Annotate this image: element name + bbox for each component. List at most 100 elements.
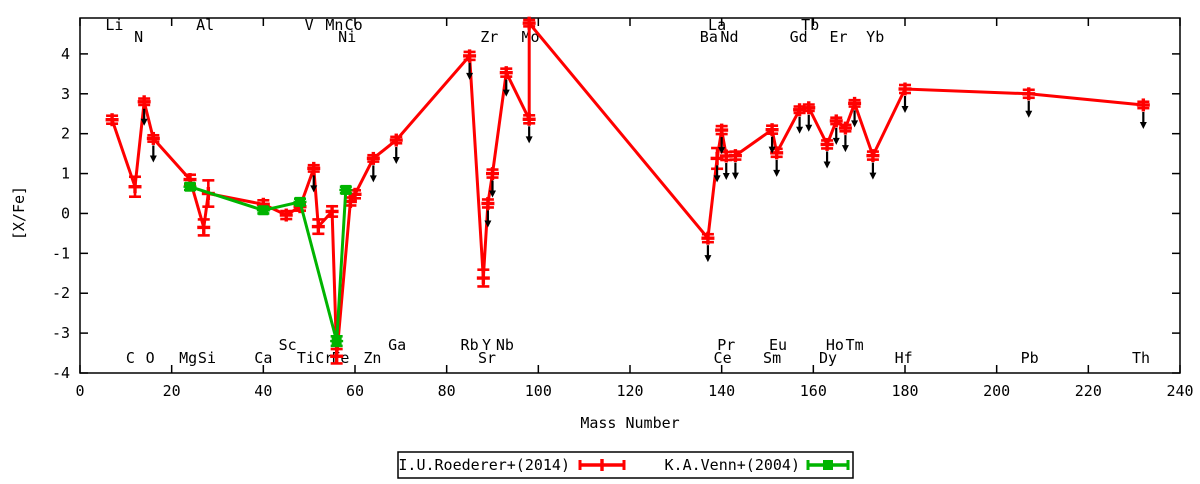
- upper-limit-arrow-head: [718, 147, 726, 155]
- element-label-o: O: [146, 349, 155, 367]
- upper-limit-arrow-head: [713, 175, 721, 183]
- element-label-cr: Cr: [315, 349, 333, 367]
- element-label-sc: Sc: [279, 336, 297, 354]
- upper-limit-arrow-head: [796, 126, 804, 134]
- element-label-mn: Mn: [325, 16, 343, 34]
- legend-sample-venn: [806, 460, 850, 470]
- upper-limit-arrow-head: [704, 255, 712, 263]
- upper-limit-arrow-head: [140, 118, 148, 126]
- x-tick-label: 140: [708, 382, 735, 400]
- y-tick-label: 4: [61, 45, 70, 63]
- upper-limit-arrow-head: [310, 185, 318, 193]
- upper-limit-arrow-head: [149, 155, 157, 163]
- element-label-er: Er: [830, 28, 848, 46]
- series-line: [110, 19, 1144, 357]
- data-series-venn: [183, 181, 353, 348]
- element-label-zr: Zr: [480, 28, 498, 46]
- element-label-sm: Sm: [763, 349, 781, 367]
- element-label-yb: Yb: [866, 28, 884, 46]
- y-axis-title: [X/Fe]: [10, 186, 28, 240]
- element-label-tb: Tb: [801, 16, 819, 34]
- x-axis-title: Mass Number: [580, 414, 679, 432]
- element-label-nd: Nd: [720, 28, 738, 46]
- element-label-nb: Nb: [496, 336, 514, 354]
- element-label-co: Co: [345, 16, 363, 34]
- x-tick-label: 220: [1075, 382, 1102, 400]
- legend-square-marker: [823, 460, 833, 470]
- upper-limit-arrow-head: [1025, 110, 1033, 118]
- x-tick-label: 60: [346, 382, 364, 400]
- element-label-li: Li: [105, 16, 123, 34]
- x-tick-label: 160: [800, 382, 827, 400]
- element-label-c: C: [126, 349, 135, 367]
- upper-limit-arrow-head: [901, 106, 909, 113]
- upper-limit-arrow-head: [392, 157, 400, 165]
- x-tick-label: 100: [525, 382, 552, 400]
- upper-limit-arrow-head: [869, 172, 877, 180]
- y-tick-label: -1: [52, 244, 70, 262]
- plot-border: [79, 17, 1181, 374]
- legend-sample-roederer: [578, 459, 626, 471]
- upper-limit-arrow-head: [768, 146, 776, 154]
- element-label-ce: Ce: [714, 349, 732, 367]
- x-tick-label: 40: [254, 382, 272, 400]
- element-label-gd: Gd: [790, 28, 808, 46]
- y-tick-label: 1: [61, 165, 70, 183]
- y-tick-label: 0: [61, 204, 70, 222]
- x-tick-label: 80: [438, 382, 456, 400]
- element-label-pr: Pr: [717, 336, 735, 354]
- upper-limit-arrow-head: [466, 72, 474, 80]
- upper-limit-arrow-head: [1139, 121, 1147, 129]
- legend: I.U.Roederer+(2014) K.A.Venn+(2004): [397, 451, 854, 479]
- element-label-ti: Ti: [297, 349, 315, 367]
- upper-limit-arrow-head: [851, 120, 859, 128]
- element-label-ba: Ba: [700, 28, 718, 46]
- element-label-sr: Sr: [478, 349, 496, 367]
- element-label-dy: Dy: [819, 349, 837, 367]
- element-label-si: Si: [198, 349, 216, 367]
- y-tick-label: -2: [52, 284, 70, 302]
- x-tick-label: 20: [163, 382, 181, 400]
- element-label-n: N: [134, 28, 143, 46]
- y-tick-label: 3: [61, 85, 70, 103]
- upper-limit-arrow-head: [841, 145, 849, 153]
- element-label-al: Al: [196, 16, 214, 34]
- element-label-eu: Eu: [769, 336, 787, 354]
- upper-limit-arrow-head: [823, 161, 831, 169]
- element-label-la: La: [708, 16, 726, 34]
- upper-limit-arrow-head: [525, 136, 533, 144]
- element-label-mg: Mg: [179, 349, 197, 367]
- element-label-tm: Tm: [846, 336, 864, 354]
- x-tick-label: 120: [616, 382, 643, 400]
- element-label-y: Y: [482, 336, 491, 354]
- upper-limit-arrow-head: [502, 89, 510, 97]
- axis-tick-labels: 0 20 40 60 80 100 120 140 160 180 200 220 240-4-3-2-…: [52, 45, 1194, 400]
- element-label-v: V: [305, 16, 314, 34]
- x-tick-label: 240: [1166, 382, 1193, 400]
- y-tick-label: 2: [61, 125, 70, 143]
- element-label-pb: Pb: [1021, 349, 1039, 367]
- data-series-roederer: [105, 16, 1150, 365]
- element-label-ni: Ni: [338, 28, 356, 46]
- element-label-ho: Ho: [826, 336, 844, 354]
- legend-entry-roederer-label: I.U.Roederer+(2014): [398, 456, 570, 474]
- upper-limit-arrows: [140, 62, 1147, 263]
- legend-entry-venn-label: K.A.Venn+(2004): [665, 456, 800, 474]
- element-label-rb: Rb: [461, 336, 479, 354]
- y-tick-label: -4: [52, 364, 70, 382]
- plot-frame: [79, 17, 1181, 374]
- element-label-zn: Zn: [363, 349, 381, 367]
- x-tick-label: 0: [75, 382, 84, 400]
- element-label-ca: Ca: [254, 349, 272, 367]
- upper-limit-arrow-head: [484, 220, 492, 228]
- element-label-ga: Ga: [388, 336, 406, 354]
- upper-limit-arrow-head: [731, 172, 739, 180]
- x-tick-label: 180: [891, 382, 918, 400]
- upper-limit-arrow-head: [773, 169, 781, 177]
- upper-limit-arrow-head: [832, 137, 840, 145]
- upper-limit-arrow-head: [369, 175, 377, 183]
- element-label-th: Th: [1132, 349, 1150, 367]
